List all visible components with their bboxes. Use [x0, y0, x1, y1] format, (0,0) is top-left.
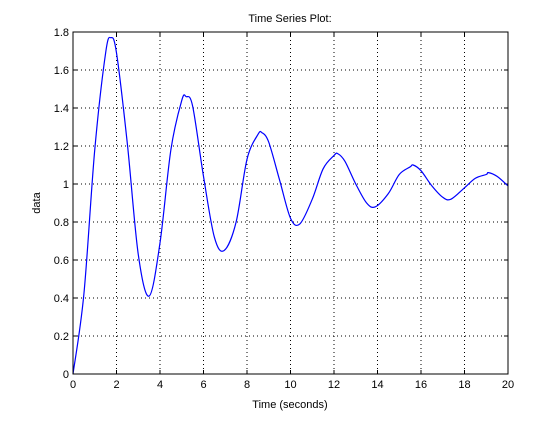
- y-tick-label: 0: [63, 369, 69, 381]
- x-tick-label: 10: [284, 379, 296, 391]
- series-line: [72, 36, 509, 375]
- chart-title: Time Series Plot:: [248, 13, 331, 25]
- x-tick-label: 4: [157, 379, 163, 391]
- y-tick-label: 0.4: [54, 293, 69, 305]
- y-axis-label: data: [31, 191, 43, 213]
- x-tick-label: 20: [502, 379, 514, 391]
- x-tick-label: 6: [200, 379, 206, 391]
- y-tick-label: 1: [63, 179, 69, 191]
- x-tick-label: 8: [244, 379, 250, 391]
- x-tick-labels: 0 2 4 6 8 10 12 14 16 18 20: [70, 379, 514, 391]
- x-tick-label: 18: [458, 379, 470, 391]
- x-tick-label: 16: [415, 379, 427, 391]
- plot-area-border: [72, 31, 509, 375]
- x-axis-label: Time (seconds): [252, 399, 327, 411]
- grid-lines: [73, 32, 508, 374]
- y-tick-label: 0.8: [54, 217, 69, 229]
- y-tick-label: 1.2: [54, 141, 69, 153]
- axis-ticks: [72, 31, 509, 375]
- x-tick-label: 2: [113, 379, 119, 391]
- y-tick-label: 1.6: [54, 65, 69, 77]
- x-tick-label: 14: [371, 379, 383, 391]
- y-tick-label: 0.6: [54, 255, 69, 267]
- y-tick-label: 1.4: [54, 103, 69, 115]
- x-tick-label: 12: [328, 379, 340, 391]
- x-tick-label: 0: [70, 379, 76, 391]
- y-tick-labels: 0 0.2 0.4 0.6 0.8 1 1.2 1.4 1.6 1.8: [54, 27, 69, 381]
- y-tick-label: 0.2: [54, 331, 69, 343]
- y-tick-label: 1.8: [54, 27, 69, 39]
